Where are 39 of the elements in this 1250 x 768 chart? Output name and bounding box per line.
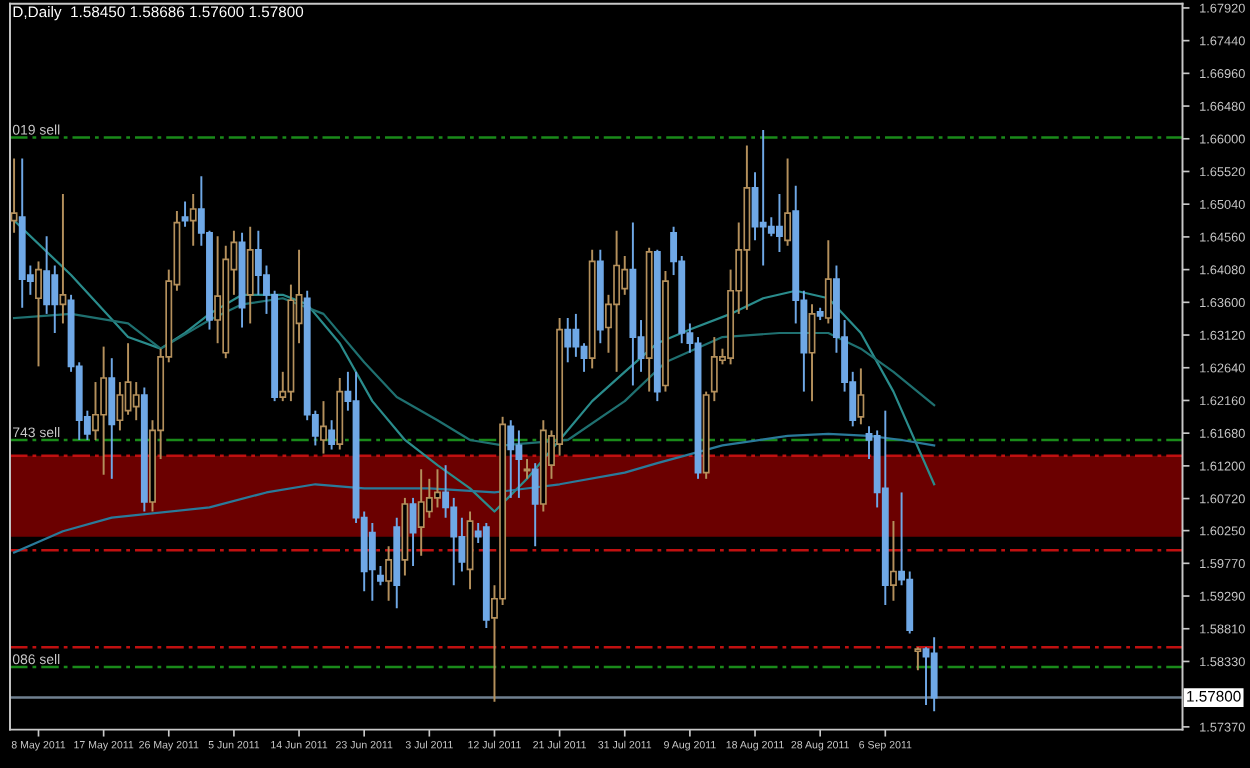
candlestick	[368, 522, 376, 602]
candlestick	[51, 264, 59, 334]
candlestick	[377, 565, 384, 587]
candlestick	[531, 462, 539, 548]
candlestick	[434, 468, 441, 509]
candlestick	[10, 157, 18, 234]
candlestick	[320, 400, 327, 455]
candlestick	[189, 193, 197, 247]
line-series	[12, 297, 936, 447]
candlestick	[523, 458, 531, 480]
candlestick	[108, 357, 116, 480]
candlestick	[35, 260, 42, 368]
candlestick	[254, 229, 262, 296]
candlestick	[385, 545, 393, 602]
candlestick	[914, 646, 922, 672]
candlestick	[767, 216, 775, 238]
candlestick	[59, 193, 67, 325]
candlestick	[857, 367, 865, 426]
candlestick	[784, 157, 792, 247]
candlestick	[824, 239, 832, 325]
candlestick	[890, 520, 897, 602]
candlestick	[564, 317, 572, 364]
candlestick	[922, 646, 930, 707]
candlestick	[776, 193, 783, 253]
candlestick	[507, 419, 515, 499]
candlestick	[246, 225, 254, 325]
candlestick	[613, 229, 621, 373]
candlestick	[181, 200, 189, 228]
candlestick	[930, 636, 938, 713]
candlestick	[417, 468, 425, 557]
candlestick	[116, 381, 124, 432]
candlestick	[124, 342, 132, 416]
candlestick	[328, 419, 336, 451]
candlestick	[100, 345, 108, 476]
candlestick	[92, 381, 99, 441]
candlestick	[43, 235, 51, 315]
candlestick	[759, 128, 767, 267]
candlestick	[132, 381, 140, 422]
candlestick	[572, 312, 580, 358]
